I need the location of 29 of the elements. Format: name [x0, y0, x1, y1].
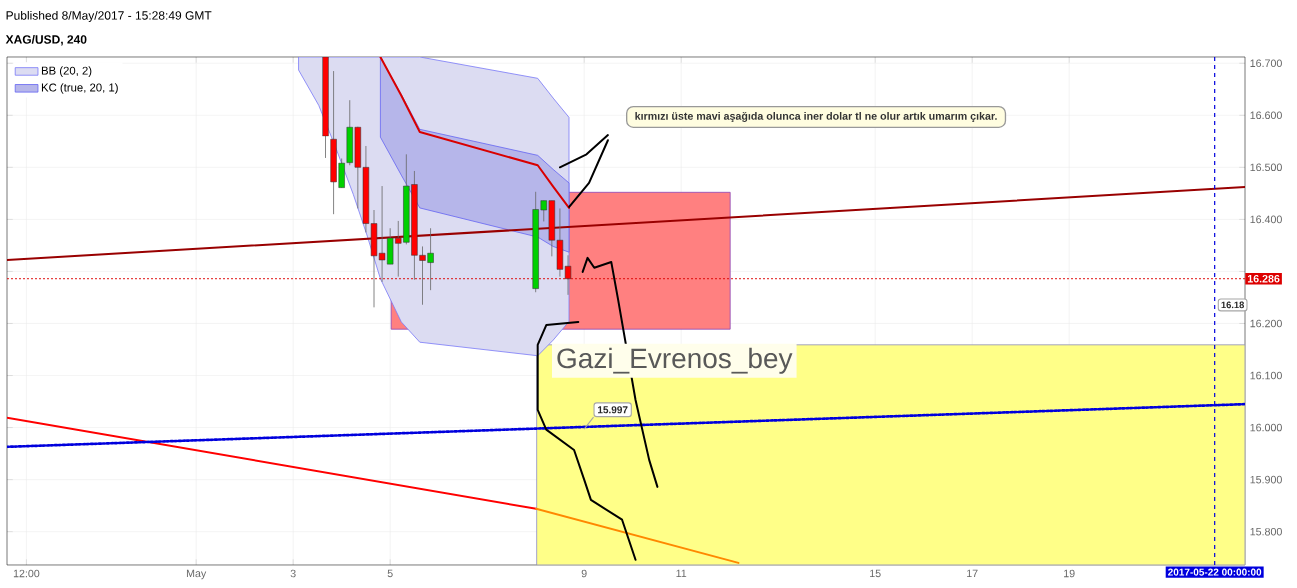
annotation: 16.18: [1221, 301, 1245, 309]
x-tick-label: 17: [967, 569, 978, 578]
annotation: kırmızı üste mavi aşağıda olunca iner dolar tl ne olur artık umarım çıkar.: [635, 111, 997, 122]
x-tick-label: 3: [290, 569, 296, 578]
y-tick-label: 16.400: [1250, 215, 1282, 224]
chart-subtitle: Published 8/May/2017 - 15:28:49 GMT: [6, 10, 212, 23]
y-tick-label: 16.600: [1250, 111, 1282, 120]
y-tick-label: 16.700: [1250, 59, 1282, 68]
legend-label: KC (true, 20, 1): [41, 83, 118, 94]
y-tick-label: 16.500: [1250, 163, 1282, 172]
y-tick-label: 15.800: [1250, 527, 1282, 536]
ref-line-label: 2017-05-22 00:00:00: [1168, 568, 1262, 576]
chart-title: XAG/USD, 240: [5, 34, 87, 46]
y-tick-label: 16.100: [1250, 371, 1282, 380]
y-tick-label: 16.000: [1250, 423, 1282, 432]
x-tick-label: May: [186, 569, 207, 580]
line-series: [379, 56, 571, 209]
x-tick-label: 15: [870, 569, 881, 578]
y-tick-label: 16.200: [1250, 319, 1282, 328]
x-tick-label: 19: [1064, 569, 1075, 578]
x-tick-label: 12:00: [13, 569, 40, 578]
annotation: 15.997: [598, 406, 628, 414]
annotation: Gazi_Evrenos_bey: [557, 347, 793, 374]
ref-line-label: 16.286: [1247, 274, 1280, 283]
x-tick-label: 9: [581, 569, 587, 578]
x-tick-label: 5: [387, 569, 393, 578]
y-tick-label: 15.900: [1250, 475, 1282, 484]
legend-label: BB (20, 2): [41, 66, 92, 77]
x-tick-label: 11: [676, 569, 687, 578]
